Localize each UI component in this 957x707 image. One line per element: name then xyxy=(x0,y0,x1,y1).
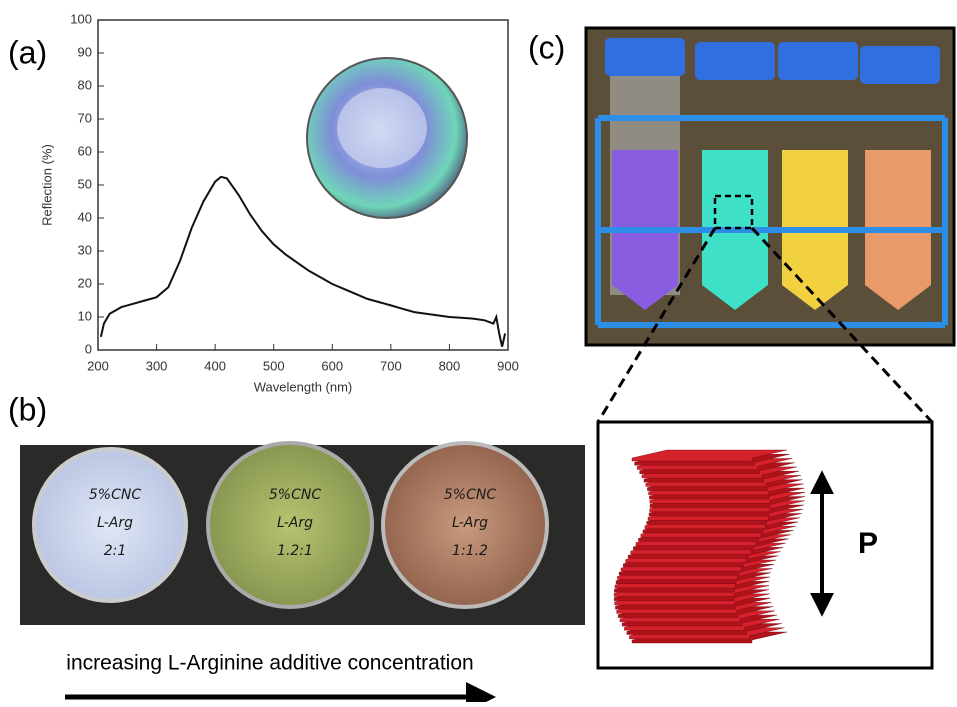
x-tick-label: 800 xyxy=(439,358,461,373)
dish-label: 5%CNC xyxy=(444,487,496,503)
x-axis-label: Wavelength (nm) xyxy=(254,379,353,394)
dish-label: L-Arg xyxy=(97,515,133,531)
x-tick-label: 400 xyxy=(204,358,226,373)
zoom-line xyxy=(596,227,717,423)
dish xyxy=(206,441,374,609)
panel-label: (b) xyxy=(8,391,47,427)
photo-b xyxy=(20,441,585,625)
y-tick-label: 30 xyxy=(78,242,92,257)
x-tick-label: 900 xyxy=(497,358,519,373)
y-tick-label: 0 xyxy=(85,341,92,356)
panel-label: (c) xyxy=(528,29,565,65)
dish-label: 5%CNC xyxy=(269,487,321,503)
dish-label: 2:1 xyxy=(104,543,127,559)
zoom-line xyxy=(750,226,934,424)
y-axis-label: Reflection (%) xyxy=(39,144,54,226)
zoom-box xyxy=(713,194,754,230)
cap xyxy=(860,46,940,84)
x-tick-label: 700 xyxy=(380,358,402,373)
y-tick-label: 80 xyxy=(78,77,92,92)
y-tick-label: 20 xyxy=(78,275,92,290)
y-tick-label: 50 xyxy=(78,176,92,191)
x-tick-label: 300 xyxy=(146,358,168,373)
dish-label: L-Arg xyxy=(277,515,313,531)
inset-photo-highlight xyxy=(337,88,427,168)
y-tick-label: 10 xyxy=(78,308,92,323)
helix xyxy=(613,449,806,644)
dish-label: 1:1.2 xyxy=(452,543,488,559)
caption: increasing L-Arginine additive concentra… xyxy=(66,652,473,675)
helix-layer xyxy=(631,449,788,462)
y-tick-label: 40 xyxy=(78,209,92,224)
y-tick-label: 90 xyxy=(78,44,92,59)
cap xyxy=(605,38,685,76)
dish xyxy=(381,441,549,609)
dish-label: L-Arg xyxy=(452,515,488,531)
x-tick-label: 600 xyxy=(321,358,343,373)
chart: 200 300 400 500 600 700 800 900 0 10 20 30 40 50 60 70 8… xyxy=(39,11,518,394)
y-tick-label: 60 xyxy=(78,143,92,158)
x-tick-label: 500 xyxy=(263,358,285,373)
photo-c xyxy=(584,26,956,347)
data-line xyxy=(99,175,507,347)
y-tick-label: 100 xyxy=(70,11,92,26)
x-tick-label: 200 xyxy=(87,358,109,373)
dish xyxy=(32,447,188,603)
rack xyxy=(595,115,948,328)
cap xyxy=(778,42,858,80)
dish-label: 1.2:1 xyxy=(277,543,313,559)
cap xyxy=(695,42,775,80)
pitch-label: P xyxy=(858,527,878,560)
dish-label: 5%CNC xyxy=(89,487,141,503)
panel-label: (a) xyxy=(8,34,47,70)
y-tick-label: 70 xyxy=(78,110,92,125)
